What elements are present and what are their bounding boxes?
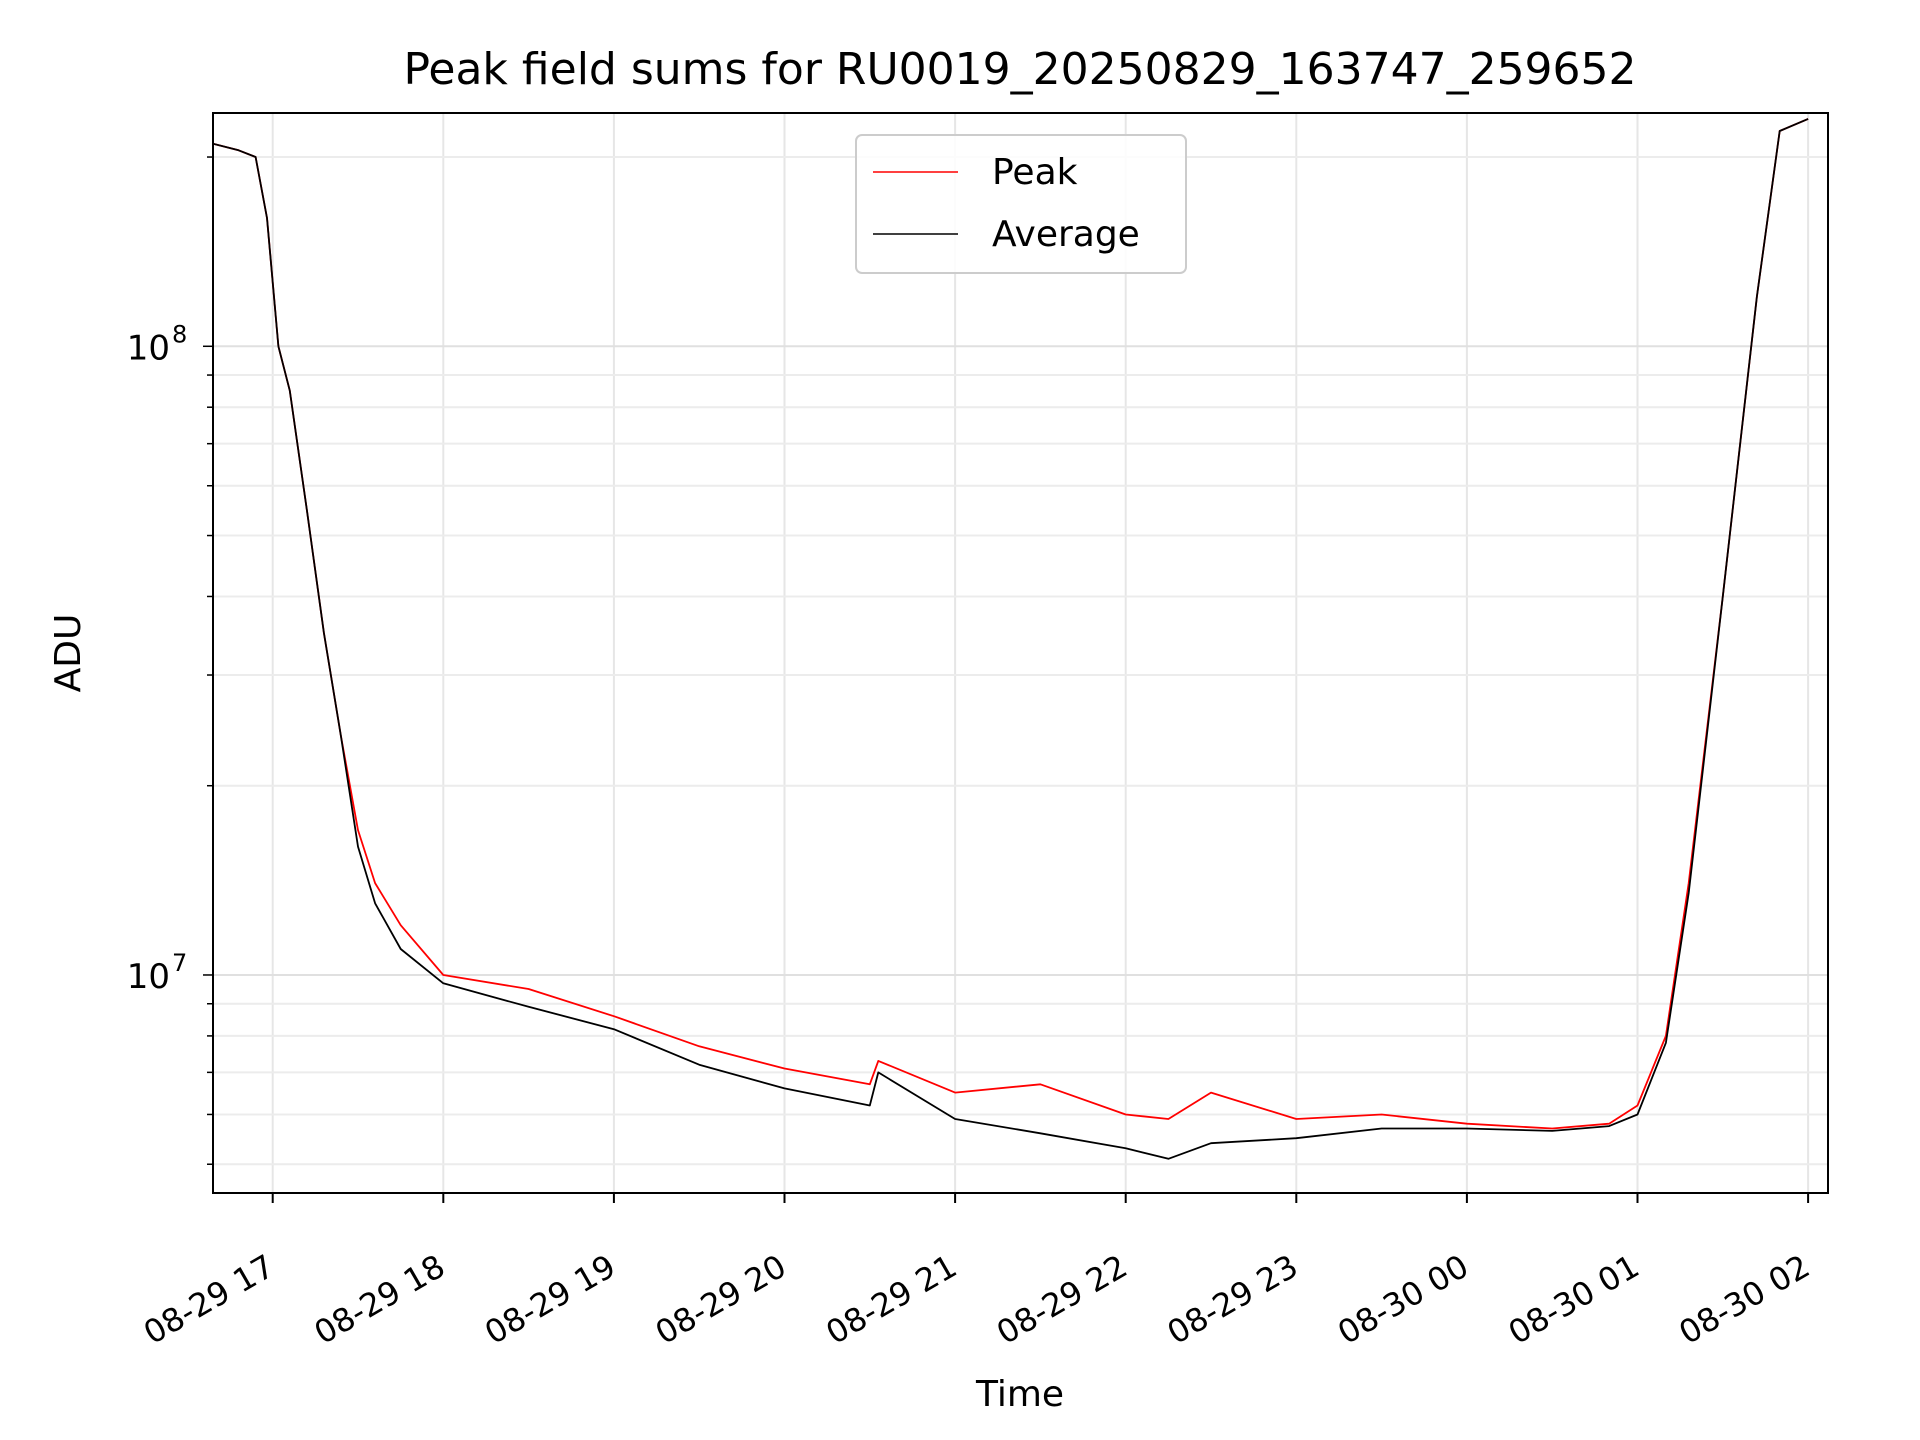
grid bbox=[213, 113, 1828, 1193]
y-tick-label-base: 10 bbox=[127, 957, 170, 997]
legend-box bbox=[855, 134, 1187, 274]
legend-label-peak: Peak bbox=[992, 152, 1078, 193]
legend-label-average: Average bbox=[992, 214, 1140, 255]
y-tick-label: 10 7 bbox=[127, 949, 188, 997]
legend: Peak Average bbox=[855, 134, 1187, 274]
x-axis-label: Time bbox=[975, 1374, 1064, 1415]
chart-title: Peak field sums for RU0019_20250829_1637… bbox=[403, 44, 1636, 95]
series-line-average bbox=[213, 118, 1809, 1160]
plot-frame bbox=[212, 112, 1829, 1194]
y-axis-label: ADU bbox=[48, 614, 89, 693]
y-tick-label: 10 8 bbox=[127, 320, 188, 368]
y-tick-label-base: 10 bbox=[127, 328, 170, 368]
series-group bbox=[213, 118, 1809, 1160]
y-tick-label-exponent: 8 bbox=[172, 320, 187, 348]
plot-area bbox=[213, 118, 1809, 1160]
y-tick-label-exponent: 7 bbox=[172, 949, 187, 977]
